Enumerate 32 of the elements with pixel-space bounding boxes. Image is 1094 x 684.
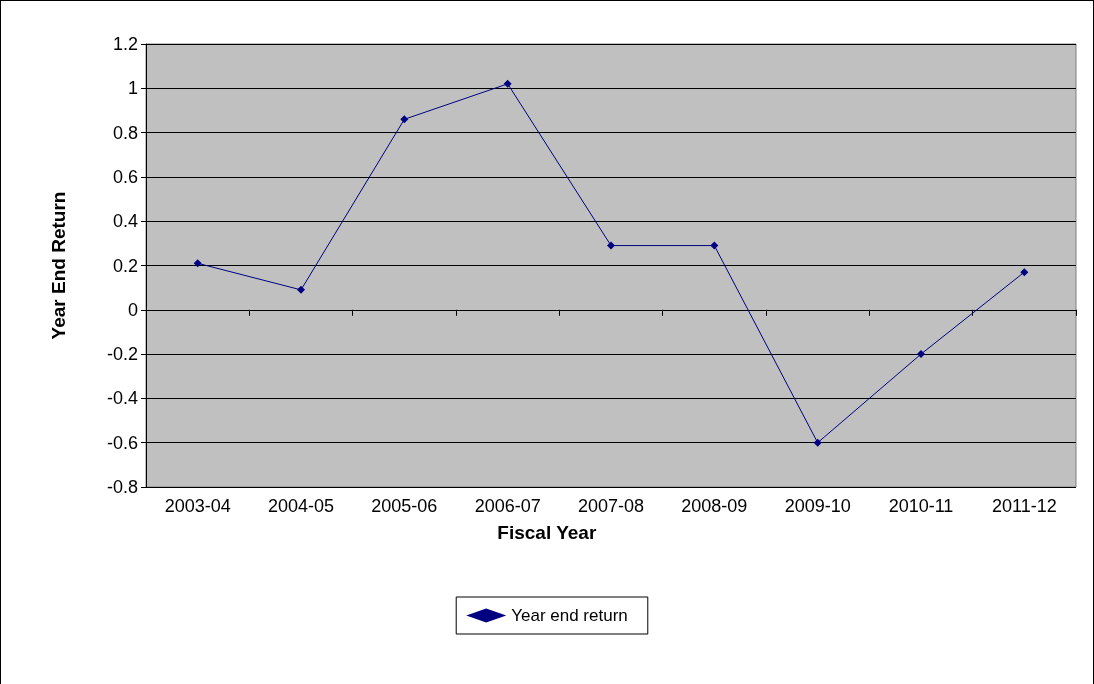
y-tick-label: 0.2: [112, 255, 138, 276]
x-tick-label: 2005-06: [371, 496, 438, 516]
x-tick-label: 2011-12: [991, 496, 1057, 516]
x-tick-label: 2009-10: [784, 496, 851, 516]
point: [400, 115, 409, 124]
x-tick-label: 2007-08: [577, 496, 645, 516]
legend-label: Year end return: [511, 606, 628, 625]
x-tick-label: 2003-04: [164, 496, 231, 516]
x-tick-label: 2004-05: [267, 496, 335, 516]
point: [503, 79, 512, 88]
y-tick-label: -0.6: [106, 432, 138, 453]
y-tick-label: 0.8: [112, 122, 138, 143]
y-tick-label: 1.2: [112, 34, 138, 54]
x-tick-label: 2008-09: [681, 496, 748, 516]
y-tick-label: -0.2: [106, 344, 138, 365]
point: [813, 438, 822, 447]
y-tick-label: -0.4: [106, 388, 138, 409]
point: [193, 259, 202, 268]
x-axis-title: Fiscal Year: [497, 522, 597, 543]
y-tick-label: 0.6: [112, 166, 138, 187]
y-tick-label: 0: [127, 299, 138, 320]
y-tick-label: 1: [127, 78, 138, 99]
y-tick-label: -0.8: [106, 477, 138, 497]
x-tick-label: 2010-11: [888, 496, 954, 516]
x-tick-label: 2006-07: [474, 496, 541, 516]
point: [710, 241, 719, 250]
y-axis-title: Year End Return: [48, 191, 69, 340]
point: [607, 241, 615, 250]
point: [917, 350, 925, 359]
y-tick-label: 0.4: [112, 211, 138, 232]
point: [1020, 268, 1029, 277]
point: [297, 285, 305, 294]
